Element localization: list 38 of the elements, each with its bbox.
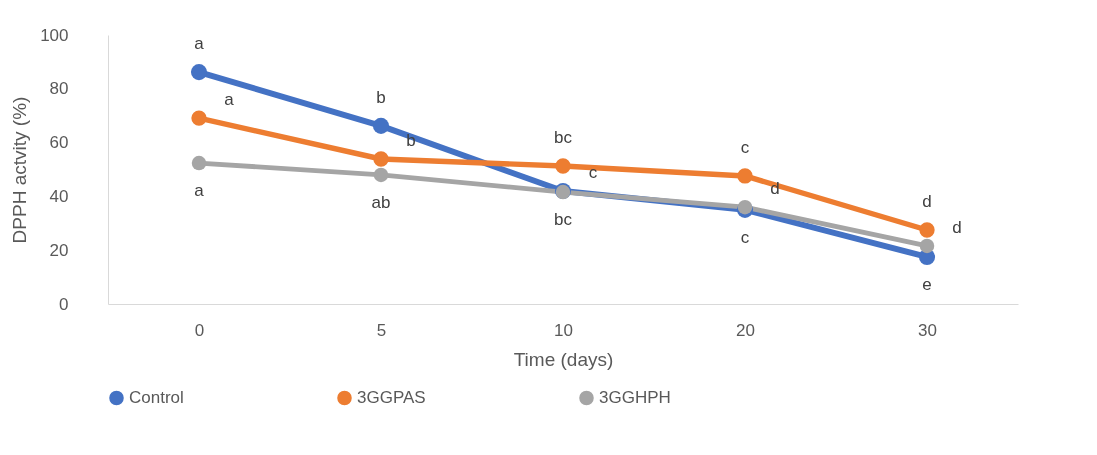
x-tick-label: 0	[194, 320, 205, 340]
point	[737, 168, 753, 184]
x-tick-label: 20	[736, 320, 755, 340]
annotation: a	[224, 90, 235, 110]
point	[555, 158, 571, 174]
y-tick-label: 60	[49, 133, 69, 153]
legend-label: 3GGPAS	[357, 387, 426, 407]
point	[373, 167, 389, 183]
annotation: d	[952, 217, 962, 237]
y-tick-label: 100	[40, 25, 69, 45]
annotation: c	[740, 227, 750, 247]
point	[372, 117, 390, 134]
point	[191, 110, 207, 126]
point	[919, 222, 935, 238]
annotation: a	[194, 181, 205, 201]
point	[919, 238, 935, 254]
y-tick-label: 40	[49, 186, 69, 206]
legend-label: Control	[129, 387, 184, 407]
annotation: bc	[554, 128, 573, 147]
legend-label: 3GGHPH	[599, 387, 671, 407]
annotation: bc	[554, 210, 573, 230]
annotation: e	[922, 274, 932, 294]
x-axis-title: Time (days)	[513, 348, 614, 370]
annotation: b	[376, 87, 386, 107]
x-tick-label: 5	[376, 320, 387, 340]
annotation: ab	[371, 192, 391, 212]
point	[190, 64, 208, 81]
point	[191, 155, 207, 171]
point	[373, 151, 389, 167]
y-tick-label: 80	[49, 79, 69, 99]
y-tick-label: 20	[49, 240, 69, 260]
annotation: a	[194, 34, 205, 54]
annotation: d	[922, 192, 932, 212]
y-axis-title: DPPH actvity (%)	[9, 96, 31, 244]
x-tick-label: 30	[918, 320, 937, 340]
annotation: c	[740, 137, 750, 157]
y-tick-label: 0	[59, 294, 69, 314]
x-tick-label: 10	[554, 320, 573, 340]
